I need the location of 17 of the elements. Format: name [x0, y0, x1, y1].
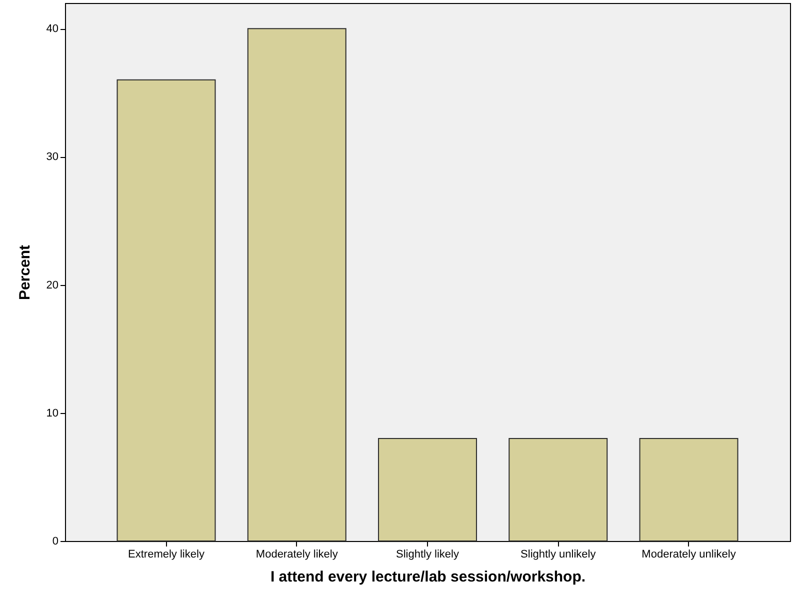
x-axis-title: I attend every lecture/lab session/workshop. — [270, 568, 586, 586]
y-tick-label: 30 — [46, 151, 58, 164]
y-tick-label: 10 — [46, 407, 58, 420]
y-tick-label: 20 — [46, 279, 58, 292]
x-tick-label: Slightly likely — [396, 548, 460, 560]
x-tick-label: Moderately likely — [256, 548, 338, 560]
bar — [508, 438, 608, 542]
x-tick-label: Extremely likely — [128, 548, 205, 560]
bar — [247, 28, 346, 542]
bar — [378, 438, 477, 542]
bar — [639, 438, 738, 542]
y-axis-title: Percent — [16, 244, 34, 300]
x-tick-label: Moderately unlikely — [642, 548, 736, 560]
x-tick-label: Slightly unlikely — [520, 548, 596, 560]
bar — [116, 79, 216, 542]
y-tick-label: 40 — [46, 23, 58, 36]
y-tick-label: 0 — [52, 536, 58, 548]
